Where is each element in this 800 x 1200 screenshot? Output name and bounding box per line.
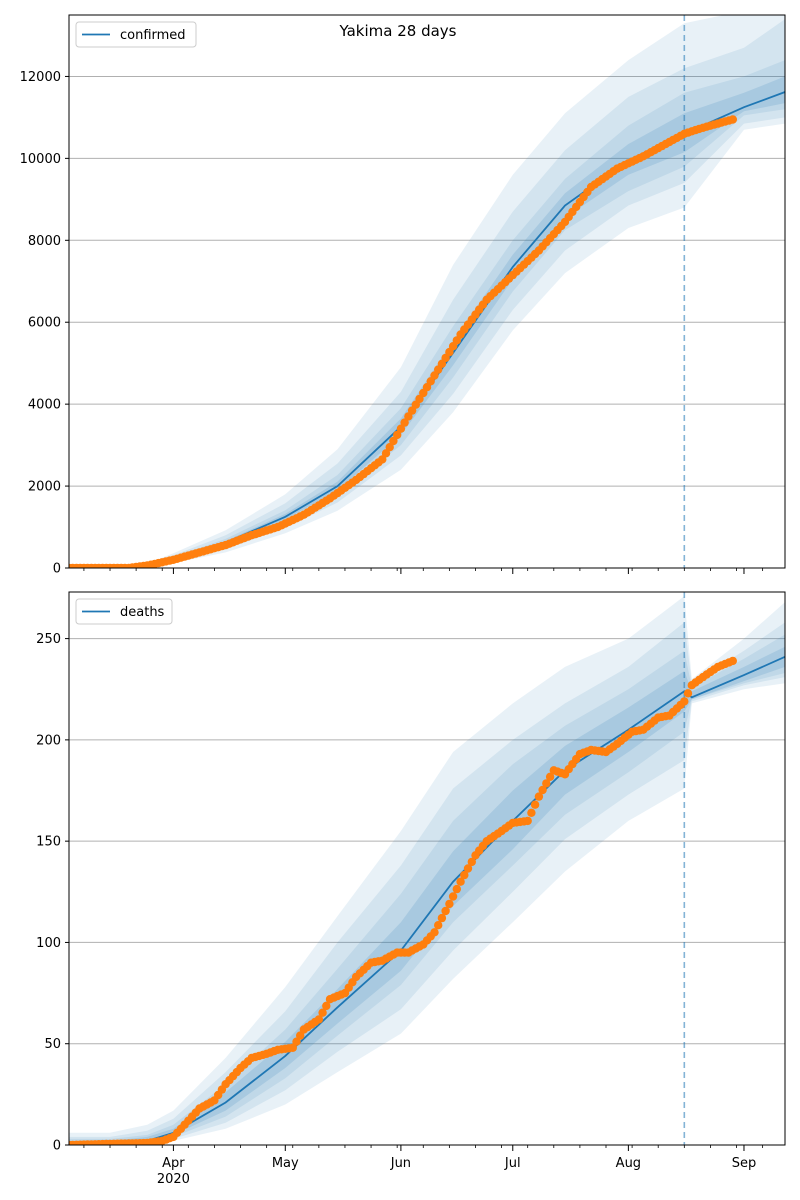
observed-point <box>680 697 689 706</box>
y-tick-label: 150 <box>36 835 61 850</box>
y-tick-label: 8000 <box>28 234 61 249</box>
observed-point <box>430 928 439 937</box>
observed-point <box>314 1015 324 1024</box>
observed-point <box>296 1031 305 1040</box>
observed-point <box>318 1008 327 1017</box>
legend: confirmed <box>75 21 197 48</box>
y-tick-label: 250 <box>36 632 61 647</box>
observed-point <box>460 870 469 880</box>
uncertainty-band-1 <box>69 15 785 568</box>
x-tick-label: Jul <box>504 1156 521 1171</box>
observed-point <box>728 656 737 666</box>
x-tick-label: Jun <box>390 1156 411 1171</box>
x-tick-label: May <box>272 1156 299 1171</box>
uncertainty-band-4 <box>69 646 785 1145</box>
observed-point <box>434 921 443 930</box>
plot-area <box>69 15 785 568</box>
observed-point <box>683 689 693 698</box>
observed-point <box>530 800 540 809</box>
observed-point <box>288 1043 297 1053</box>
axes-frame <box>68 14 786 569</box>
observed-point <box>523 816 532 826</box>
confirmed-panel: 0 2000 4000 6000 8000 10000 12000 confirmed <box>20 14 786 577</box>
observed-point <box>322 1001 331 1011</box>
figure-title: Yakima 28 days <box>339 22 457 40</box>
y-tick-label: 0 <box>53 1139 61 1154</box>
observed-point <box>437 913 447 923</box>
y-tick-label: 4000 <box>28 398 61 413</box>
observed-point <box>396 424 406 433</box>
legend-box <box>75 21 197 48</box>
observed-points <box>69 656 737 1145</box>
observed-point <box>452 884 461 894</box>
observed-point <box>378 455 387 464</box>
x-tick-year-label: 2020 <box>157 1172 190 1187</box>
observed-point <box>385 443 394 452</box>
observed-point <box>292 1037 301 1046</box>
uncertainty-band-1 <box>69 596 785 1145</box>
observed-point <box>441 906 450 916</box>
observed-point <box>400 418 409 427</box>
observed-point <box>393 430 402 440</box>
y-tick-label: 10000 <box>20 152 61 167</box>
axes-frame <box>68 591 786 1146</box>
observed-point <box>445 899 454 909</box>
observed-point <box>527 808 536 817</box>
observed-point <box>456 877 465 886</box>
plot-area <box>69 592 785 1145</box>
observed-point <box>728 115 737 124</box>
y-tick-label: 50 <box>44 1037 61 1052</box>
legend: deaths <box>75 598 173 625</box>
legend-label: deaths <box>120 605 165 620</box>
y-tick-label: 2000 <box>28 480 61 495</box>
uncertainty-band-3 <box>69 634 785 1145</box>
uncertainty-band-2 <box>69 19 785 568</box>
x-tick-label: Aug <box>616 1156 641 1171</box>
y-tick-label: 200 <box>36 733 61 748</box>
y-tick-label: 0 <box>53 562 61 577</box>
observed-point <box>389 436 398 446</box>
observed-point <box>542 779 551 788</box>
uncertainty-band-3 <box>69 60 785 568</box>
x-tick-label: Apr <box>162 1156 185 1171</box>
observed-point <box>448 892 458 901</box>
observed-point <box>545 772 555 781</box>
observed-point <box>463 864 473 873</box>
y-tick-label: 6000 <box>28 316 61 331</box>
observed-point <box>381 449 391 458</box>
y-tick-label: 12000 <box>20 70 61 85</box>
observed-points <box>69 115 737 568</box>
observed-point <box>534 792 544 801</box>
legend-label: confirmed <box>120 28 186 43</box>
observed-point <box>467 857 476 867</box>
observed-point <box>538 785 547 795</box>
x-tick-label: Sep <box>732 1156 757 1171</box>
legend-box <box>75 598 173 625</box>
y-tick-label: 100 <box>36 936 61 951</box>
